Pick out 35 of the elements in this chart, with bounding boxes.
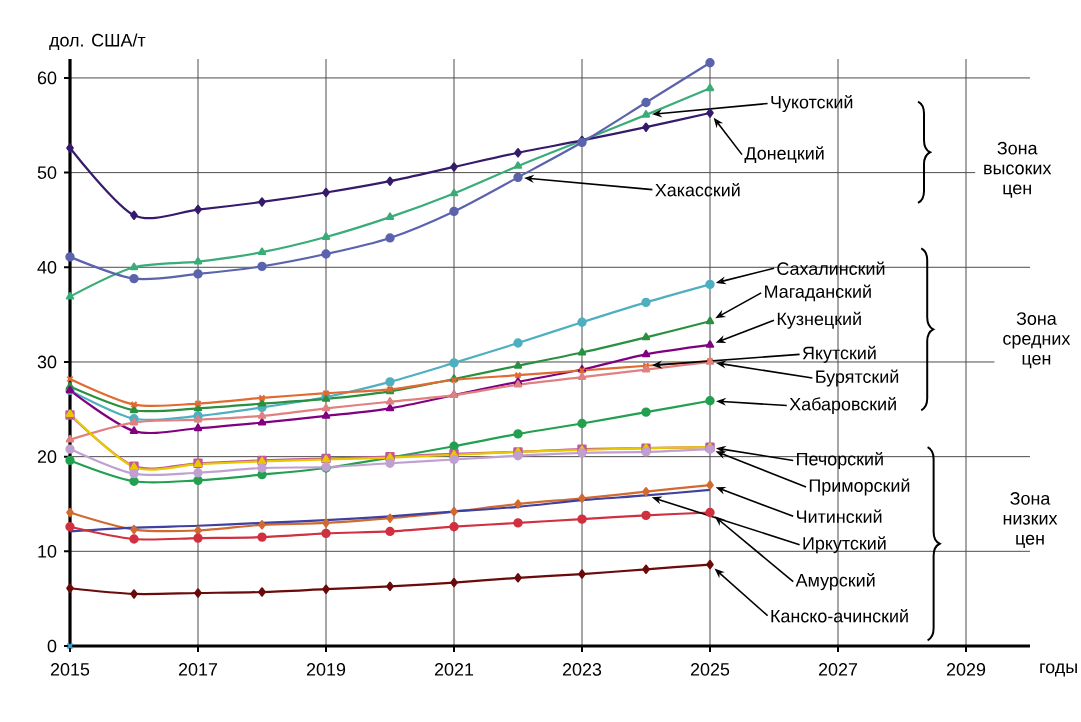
y-axis-title: дол. США/т (49, 33, 146, 50)
annotation: Зона низких цен (1003, 492, 1058, 549)
text: Канско-ачинский (771, 608, 908, 623)
x-tick-label: 2017 (178, 663, 218, 676)
y-tick-label: 60 (37, 71, 57, 85)
x-tick-label: 2023 (562, 663, 602, 676)
x-tick-label: 2021 (434, 663, 474, 676)
text: Чукотский (771, 94, 853, 113)
text: Сахалинский (777, 261, 885, 275)
x-tick-label: 2029 (946, 663, 986, 676)
x-tick-label: 2019 (306, 663, 346, 676)
text: Кузнецкий (777, 311, 861, 329)
text: Донецкий (744, 146, 824, 164)
text: Читинский (797, 509, 882, 524)
x-tick-label: 2025 (690, 663, 730, 676)
y-tick-label: 20 (37, 450, 57, 464)
text: Якутский (802, 345, 876, 363)
text: Бурятский (816, 369, 899, 387)
text: Магаданский (765, 284, 871, 302)
text: Амурский (795, 573, 875, 591)
annotation: Зона высоких цен (984, 141, 1052, 198)
text: Хабаровский (789, 397, 896, 415)
x-axis-title: годы (1040, 663, 1077, 677)
text: Печорский (797, 451, 883, 469)
x-tick-label: 2027 (818, 663, 858, 676)
text: Хакасский (655, 182, 740, 197)
y-tick-label: 50 (37, 166, 57, 179)
text: Иркутский (803, 536, 886, 554)
y-tick-label: 0 (47, 639, 57, 653)
y-tick-label: 10 (38, 544, 57, 558)
y-tick-label: 40 (37, 260, 57, 274)
y-tick-label: 30 (37, 355, 57, 369)
text: Приморский (809, 478, 910, 496)
annotation: Зона средних цен (1003, 312, 1071, 369)
x-tick-label: 2015 (50, 663, 90, 676)
